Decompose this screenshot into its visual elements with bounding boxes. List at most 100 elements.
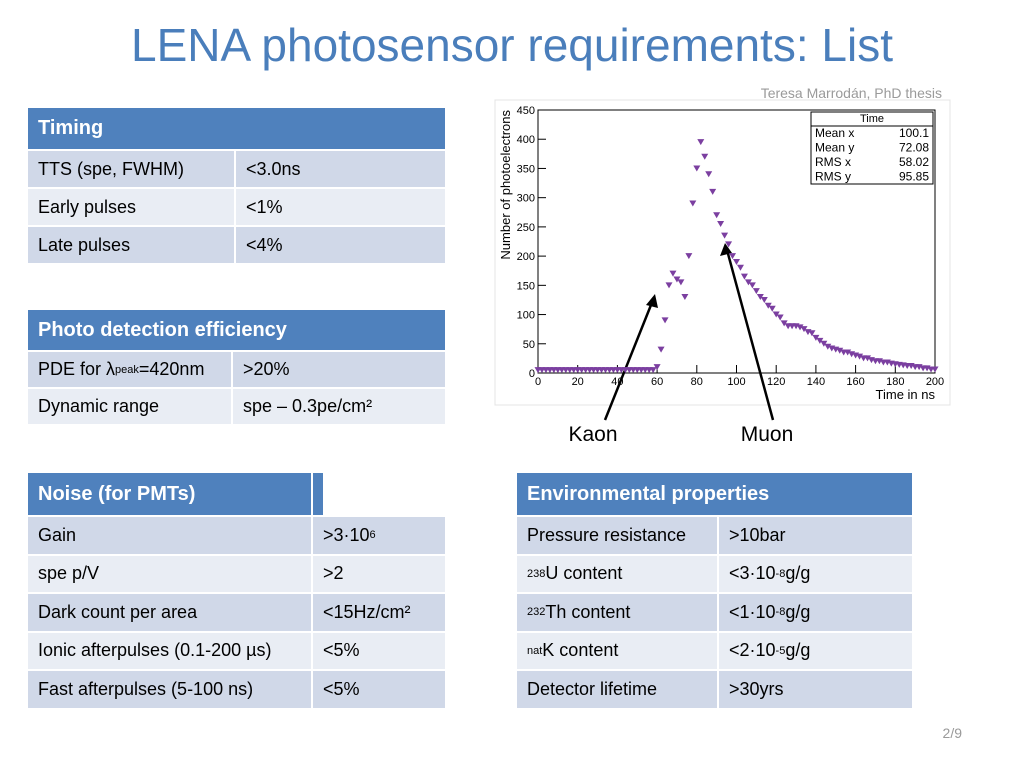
x-tick-label: 160 [846,376,864,388]
table-row: Late pulses <4% [28,227,447,263]
y-tick-label: 400 [517,134,535,146]
data-point [693,165,701,172]
stats-label: RMS x [815,155,851,169]
data-point [681,294,689,301]
x-tick-label: 20 [572,376,584,388]
data-point [836,347,844,354]
data-point [673,276,681,283]
stats-value: 72.08 [899,141,929,155]
page-number: 2/9 [942,725,962,741]
data-point [665,282,673,289]
y-tick-label: 250 [517,222,535,234]
table-row: Photo detection efficiency [28,310,447,350]
y-tick-label: 150 [517,280,535,292]
table-row: Gain >3·10 6 [28,517,447,554]
table-row: nat K content <2·10 -5 g/g [517,632,914,669]
data-point [701,153,709,160]
x-tick-label: 0 [535,376,541,388]
table-row: TTS (spe, FWHM) <3.0ns [28,151,447,187]
text-run: 238 [527,567,546,580]
data-point [752,288,760,295]
data-point [756,294,764,301]
table-cell: 238 U content [517,555,719,592]
data-point [816,337,824,344]
x-tick-label: 200 [926,376,944,388]
data-point [685,253,693,260]
data-point [808,330,816,337]
stats-value: 95.85 [899,170,929,184]
slide-title: LENA photosensor requirements: List [131,19,893,71]
data-point [760,296,768,303]
table-cell: TTS (spe, FWHM) [28,151,236,187]
table-cell: Detector lifetime [517,671,719,708]
table-cell: <3.0ns [236,151,447,187]
data-point [729,253,737,260]
y-tick-label: 50 [523,339,535,351]
table-cell: Fast afterpulses (5-100 ns) [28,671,313,708]
table-cell: <1·10 -8 g/g [719,594,914,631]
table-cell: <3·10 -8 g/g [719,555,914,592]
x-tick-label: 140 [807,376,825,388]
data-point [772,311,780,318]
data-point [677,279,685,286]
y-tick-label: 200 [517,251,535,263]
y-tick-label: 100 [517,310,535,322]
data-point [705,171,713,178]
data-point [764,302,772,309]
x-axis-label: Time in ns [876,387,936,402]
data-point [820,340,828,347]
text-run: >3·10 [323,524,370,545]
text-run: K content [542,640,619,661]
data-point [931,366,939,373]
stats-value: 100.1 [899,126,929,140]
table-row: Timing [28,108,447,149]
text-run: nat [527,644,543,657]
stats-title: Time [860,113,884,125]
data-point [733,258,740,265]
table-row: 238 U content <3·10 -8 g/g [517,555,914,592]
table-cell: spe p/V [28,555,313,592]
x-tick-label: 60 [651,376,663,388]
text-run: U content [545,563,623,584]
y-tick-label: 450 [517,105,535,117]
text-run: 6 [369,529,376,542]
table-cell: >10bar [719,517,914,554]
table-cell: Photo detection efficiency [28,310,447,350]
stats-box [810,111,934,185]
table-row: Environmental properties [517,473,914,515]
text-run: PDE for λ [38,359,116,379]
table-cell: <1% [236,189,447,225]
table-cell: spe – 0.3pe/cm² [233,389,447,424]
data-point [748,282,756,289]
table-row: spe p/V >2 [28,555,447,592]
table-cell: Pressure resistance [517,517,719,554]
table-cell: >30yrs [719,671,914,708]
annotation: Kaon [568,423,617,446]
text-run: g/g [785,640,811,661]
text-run: g/g [785,563,811,584]
data-point [844,349,852,356]
data-point [824,343,832,350]
x-tick-label: 40 [611,376,623,388]
table-cell: <4% [236,227,447,263]
text-run: 232 [527,606,546,619]
arrow [603,299,655,421]
table-row: Detector lifetime >30yrs [517,671,914,708]
table-row: 232 Th content <1·10 -8 g/g [517,594,914,631]
data-point [657,346,665,353]
data-point [689,200,697,207]
arrow-head [646,294,658,308]
table-cell: Ionic afterpulses (0.1-200 µs) [28,632,313,669]
table-row: Dark count per area <15Hz/cm² [28,594,447,631]
text-run: =420nm [138,359,205,379]
data-point [780,320,788,327]
table-cell: <2·10 -5 g/g [719,632,914,669]
text-run: g/g [785,601,811,622]
data-point [864,355,872,362]
data-point [796,324,804,331]
text-run: peak [115,363,139,376]
table-cell: Dynamic range [28,389,233,424]
table-cell: Timing [28,108,447,149]
table-cell: Early pulses [28,189,236,225]
